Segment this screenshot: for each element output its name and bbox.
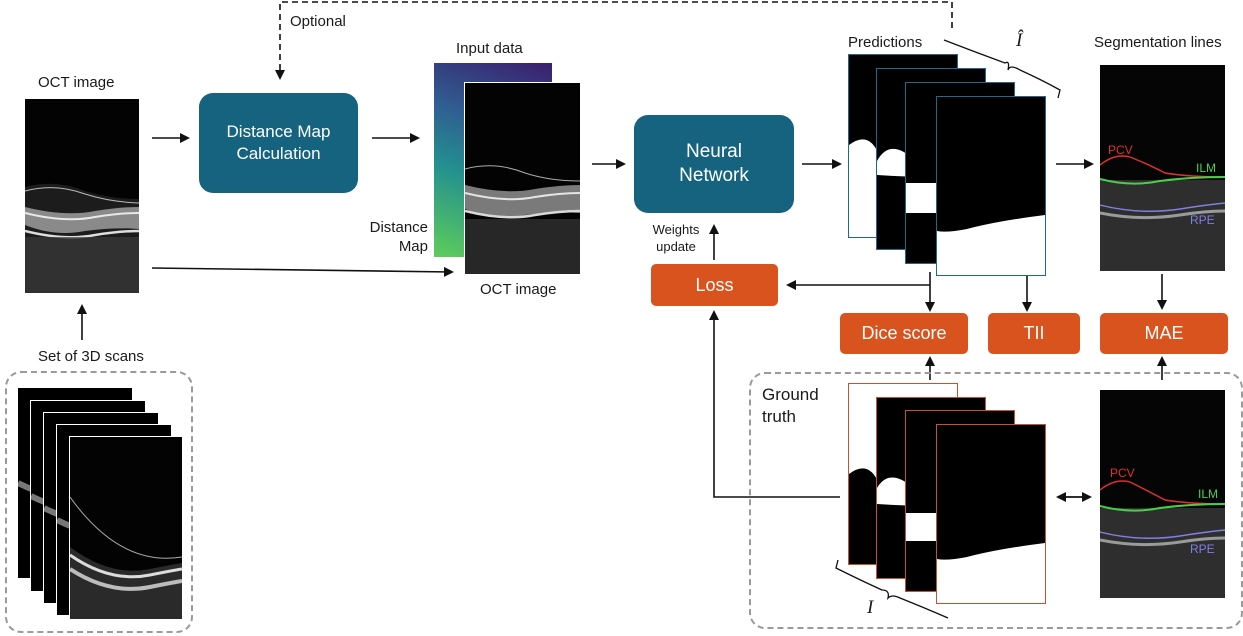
mae-box: MAE xyxy=(1100,313,1228,354)
arrow-gt-to-loss xyxy=(709,310,840,498)
scan-stack-5 xyxy=(69,436,183,620)
optional-label: Optional xyxy=(290,13,346,30)
dice-score-box: Dice score xyxy=(840,313,968,354)
optional-dashed-path xyxy=(275,1,953,80)
nn-line1: Neural xyxy=(686,141,742,162)
ground-truth-group xyxy=(749,372,1243,629)
distance-map-calculation-box: Distance Map Calculation xyxy=(199,93,358,193)
scan-stack-group xyxy=(5,371,193,633)
brace-i-hat xyxy=(943,39,1061,99)
nn-line2: Network xyxy=(679,165,749,186)
ground-truth-label: Ground truth xyxy=(762,384,819,428)
brace-i xyxy=(835,559,949,619)
pcv-label-gt: PCV xyxy=(1110,466,1135,480)
i-label: I xyxy=(867,597,874,618)
i-hat-label: Î xyxy=(1016,30,1023,51)
dmc-line2: Calculation xyxy=(236,144,321,163)
segmentation-lines-label: Segmentation lines xyxy=(1094,34,1222,51)
predictions-label: Predictions xyxy=(848,34,923,51)
segmentation-image-pred: PCV ILM RPE xyxy=(1099,64,1226,272)
oct-scan-graphic xyxy=(25,99,139,293)
ilm-label-pred: ILM xyxy=(1196,161,1217,175)
oct-image-label-left: OCT image xyxy=(38,74,115,91)
ground-truth-l2: truth xyxy=(762,407,797,426)
dmc-line1: Distance Map xyxy=(226,122,331,141)
tii-box: TII xyxy=(988,313,1080,354)
segmentation-image-gt: PCV ILM RPE xyxy=(1099,389,1226,599)
gt-mask-4 xyxy=(936,424,1046,604)
input-data-label: Input data xyxy=(456,40,523,57)
ground-truth-l1: Ground xyxy=(762,385,819,404)
rpe-label-pred: RPE xyxy=(1190,213,1215,227)
loss-box: Loss xyxy=(651,264,778,306)
weights-update-l1: Weights xyxy=(652,222,700,237)
distance-map-label-l1: Distance xyxy=(369,219,428,236)
pcv-label-pred: PCV xyxy=(1108,143,1133,157)
rpe-label-gt: RPE xyxy=(1190,542,1215,556)
set-of-3d-scans-label: Set of 3D scans xyxy=(38,348,144,365)
oct-image-left xyxy=(24,98,140,294)
oct-image-mid xyxy=(464,82,581,275)
ilm-label-gt: ILM xyxy=(1198,487,1219,501)
neural-network-box: Neural Network xyxy=(634,115,794,213)
distance-map-label: Distance Map xyxy=(364,218,428,256)
arrow-oct-to-oct xyxy=(151,266,454,277)
distance-map-label-l2: Map xyxy=(398,238,428,255)
weights-update-label: Weights update xyxy=(648,221,704,255)
weights-update-l2: update xyxy=(656,239,696,254)
prediction-mask-4 xyxy=(936,96,1046,276)
oct-image-label-mid: OCT image xyxy=(480,281,557,298)
